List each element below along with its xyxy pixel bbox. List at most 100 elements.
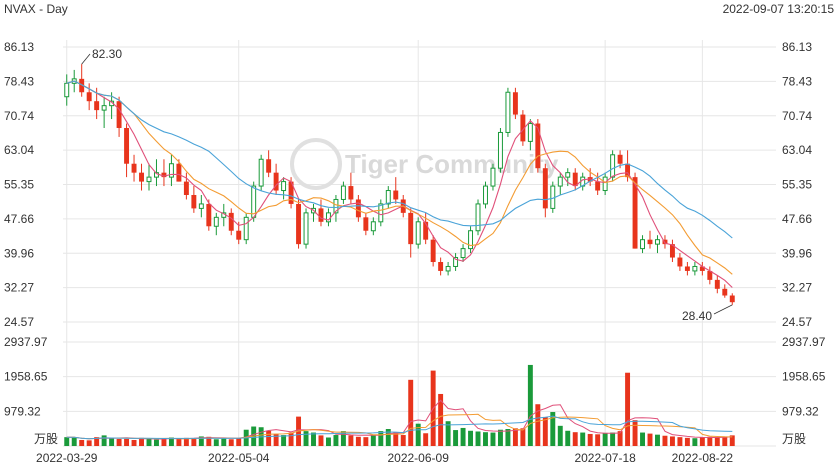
watermark-text: Tiger Community [345, 149, 559, 179]
candle-body [460, 248, 466, 259]
volume-bar [572, 432, 578, 446]
low-leader-line [713, 304, 733, 315]
candle-body [228, 212, 234, 231]
volume-bar [602, 432, 608, 446]
moving-averages [66, 80, 733, 288]
y-tick-label-right: 55.35 [782, 178, 812, 192]
candle-body [490, 167, 496, 187]
watermark: Tiger Community [290, 138, 559, 190]
volume-bar [512, 428, 518, 446]
volume-bar [610, 432, 616, 446]
volume-bar [595, 434, 601, 446]
candle-body [423, 221, 429, 240]
x-tick-label: 2022-06-09 [387, 451, 449, 465]
volume-bar [722, 436, 728, 446]
candle-body [191, 194, 197, 209]
candle-body [340, 185, 346, 200]
volume-bar [714, 437, 720, 446]
volume-bar [139, 437, 144, 446]
volume-bar [101, 435, 107, 446]
y-tick-label-right: 39.96 [782, 246, 812, 260]
y-tick-label-right: 70.74 [782, 109, 812, 123]
volume-ma5-line [66, 399, 733, 440]
volume-bar [408, 379, 414, 446]
candle-body [116, 101, 122, 128]
volume-bar [580, 432, 586, 446]
volume-tick-label-left: 979.32 [4, 404, 41, 418]
grid-lines [63, 40, 776, 447]
volume-bar [79, 439, 85, 446]
candle-body [296, 203, 302, 245]
volume-bar [71, 437, 77, 446]
volume-bar [228, 439, 234, 446]
y-tick-label-left: 86.13 [4, 40, 34, 54]
candle-body [94, 101, 100, 111]
candle-body [415, 221, 421, 245]
volume-bar [632, 420, 638, 446]
volume-bar [535, 404, 541, 446]
candle-body [281, 181, 287, 192]
volume-bar [288, 432, 294, 446]
volume-bar [94, 437, 100, 446]
volume-bar [86, 440, 92, 446]
candle-body [385, 190, 391, 205]
volume-bar [206, 436, 212, 446]
candle-body [662, 239, 668, 245]
candle-body [438, 262, 444, 271]
volume-unit-left: 万股 [34, 432, 58, 446]
candle-body [348, 186, 354, 200]
candle-body [303, 212, 309, 245]
y-tick-label-left: 70.74 [4, 109, 34, 123]
volume-bar [154, 439, 159, 446]
candle-body [64, 82, 70, 98]
high-label: 82.30 [92, 47, 122, 61]
volume-bar [677, 437, 683, 446]
candle-body [617, 154, 623, 164]
volume-bar [587, 433, 593, 446]
candle-body [198, 203, 204, 209]
volume-bar [707, 436, 713, 446]
volume-bar [647, 433, 653, 446]
candle-body [124, 127, 130, 164]
candle-body [288, 181, 294, 204]
candle-body [542, 168, 548, 209]
candle-body [640, 239, 645, 250]
ma5-line [66, 80, 733, 288]
candle-body [535, 123, 541, 169]
volume-bar [542, 416, 548, 446]
candle-body [161, 172, 167, 178]
candle-body [79, 78, 85, 93]
volume-bar [131, 439, 137, 446]
volume-bar [198, 436, 204, 446]
axis-labels: 86.13 86.13 78.43 78.43 70.74 70.74 63.04 63.04… [4, 40, 826, 465]
candlestick-series [64, 64, 735, 305]
candle-body [505, 91, 511, 133]
volume-bar [370, 435, 376, 446]
candle-body [101, 105, 107, 111]
candle-body [333, 198, 339, 214]
volume-bar [445, 421, 451, 446]
candle-body [393, 190, 399, 200]
y-tick-label-left: 78.43 [4, 74, 34, 88]
candle-body [520, 114, 526, 142]
volume-bar [266, 430, 272, 446]
candle-body [183, 181, 189, 195]
volume-bar [221, 438, 227, 446]
volume-bar [318, 435, 324, 446]
volume-bar [699, 437, 705, 446]
candle-body [595, 181, 601, 191]
volume-bar [453, 430, 459, 446]
volume-bar [565, 430, 571, 446]
volume-bar [692, 438, 698, 446]
candle-body [565, 172, 571, 178]
volume-tick-label-right: 2937.97 [782, 335, 826, 349]
volume-bar [378, 431, 384, 446]
candle-body [669, 244, 675, 258]
y-tick-label-left: 63.04 [4, 143, 34, 157]
volume-bar [557, 425, 563, 446]
volume-bar [400, 435, 406, 446]
volume-bar [385, 429, 391, 446]
candle-body [707, 270, 713, 280]
candle-body [318, 208, 324, 222]
